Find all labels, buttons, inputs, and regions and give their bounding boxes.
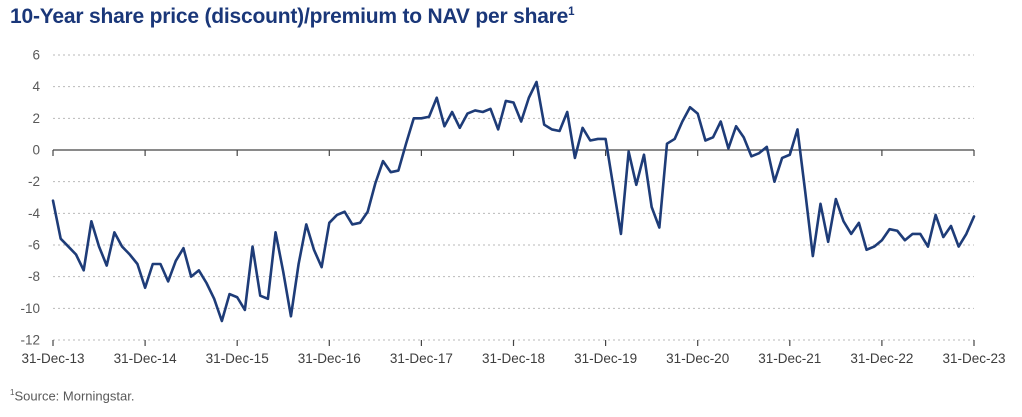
- y-axis-tick-label: -2: [28, 174, 40, 189]
- x-axis-tick-label: 31-Dec-23: [942, 351, 1005, 366]
- x-axis-tick-label: 31-Dec-14: [114, 351, 178, 366]
- y-axis-tick-label: 2: [32, 111, 40, 126]
- y-axis-tick-label: 4: [32, 79, 40, 94]
- x-axis-tick-label: 31-Dec-17: [390, 351, 453, 366]
- y-axis-tick-label: -8: [28, 269, 40, 284]
- footnote-text: Source: Morningstar.: [14, 388, 135, 404]
- x-axis-tick-label: 31-Dec-18: [482, 351, 545, 366]
- chart-title-text: 10-Year share price (discount)/premium t…: [10, 5, 569, 28]
- x-axis-tick-label: 31-Dec-13: [21, 351, 84, 366]
- x-axis-tick-label: 31-Dec-16: [298, 351, 361, 366]
- y-axis-tick-label: 6: [32, 48, 40, 63]
- y-axis-tick-label: -4: [28, 206, 40, 221]
- chart-title: 10-Year share price (discount)/premium t…: [10, 5, 575, 29]
- footnote-superscript: 1: [10, 388, 15, 397]
- y-axis-tick-label: -6: [28, 237, 40, 252]
- x-axis-tick-label: 31-Dec-22: [850, 351, 913, 366]
- x-axis-tick-label: 31-Dec-19: [574, 351, 637, 366]
- y-axis-tick-label: -12: [20, 332, 40, 347]
- chart-title-superscript: 1: [568, 6, 575, 18]
- x-axis-tick-label: 31-Dec-15: [206, 351, 269, 366]
- source-footnote: 1Source: Morningstar.: [10, 388, 134, 403]
- x-axis-tick-label: 31-Dec-21: [758, 351, 821, 366]
- share-price-discount-premium-line: [51, 80, 976, 323]
- y-axis-tick-label: -10: [20, 301, 40, 316]
- x-axis-tick-label: 31-Dec-20: [666, 351, 729, 366]
- y-axis-tick-label: 0: [32, 143, 40, 158]
